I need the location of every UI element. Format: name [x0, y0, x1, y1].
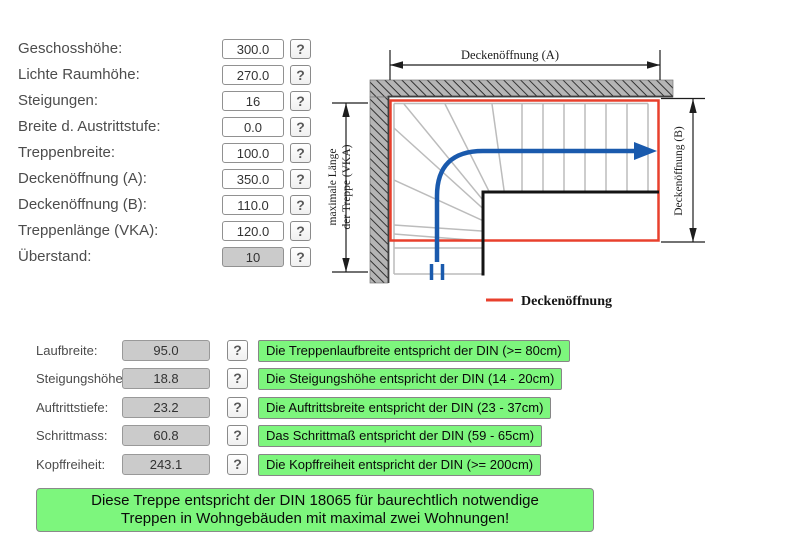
lichte-raumhoehe-input[interactable]: [222, 65, 284, 85]
deckenoeffnung-b-label: Deckenöffnung (B):: [18, 196, 147, 213]
stair-tread-lines: [521, 104, 628, 191]
kopffreiheit-label: Kopffreiheit:: [36, 457, 106, 472]
deckenoeffnung-a-label: Deckenöffnung (A):: [18, 170, 147, 187]
stair-edge-line: [481, 190, 659, 276]
form-row-treppenlaenge-vka: Treppenlänge (VKA): ?: [0, 221, 330, 241]
dimension-a: [389, 50, 661, 80]
laufbreite-status: Die Treppenlaufbreite entspricht der DIN…: [258, 340, 570, 362]
form-row-deckenoeffnung-b: Deckenöffnung (B): ?: [0, 195, 330, 215]
steigungshoehe-label: Steigungshöhe:: [36, 371, 127, 386]
treppenlaenge-vka-help-button[interactable]: ?: [290, 221, 311, 241]
breite-austrittstufe-label: Breite d. Austrittstufe:: [18, 118, 161, 135]
result-row-steigungshoehe: Steigungshöhe: ? Die Steigungshöhe entsp…: [0, 368, 806, 390]
geschosshoehe-label: Geschosshöhe:: [18, 40, 123, 57]
form-row-geschosshoehe: Geschosshöhe: ?: [0, 39, 330, 59]
geschosshoehe-input[interactable]: [222, 39, 284, 59]
form-row-breite-austrittstufe: Breite d. Austrittstufe: ?: [0, 117, 330, 137]
lichte-raumhoehe-label: Lichte Raumhöhe:: [18, 66, 140, 83]
geschosshoehe-help-button[interactable]: ?: [290, 39, 311, 59]
stair-outline: [393, 102, 649, 275]
steigungen-input[interactable]: [222, 91, 284, 111]
kopffreiheit-help-button[interactable]: ?: [227, 454, 248, 475]
dimension-vka-label-line2: der Treppe (VKA): [341, 144, 353, 229]
deckenoeffnung-a-help-button[interactable]: ?: [290, 169, 311, 189]
auftrittstiefe-label: Auftrittstiefe:: [36, 400, 109, 415]
ceiling-opening-rect: [389, 99, 660, 242]
auftrittstiefe-value: [122, 397, 210, 418]
lichte-raumhoehe-help-button[interactable]: ?: [290, 65, 311, 85]
legend-deckenoeffnung: Deckenöffnung: [486, 294, 612, 309]
auftrittstiefe-help-button[interactable]: ?: [227, 397, 248, 418]
treppenlaenge-vka-label: Treppenlänge (VKA):: [18, 222, 159, 239]
stair-plan-diagram: Deckenöffnung (A) maximale Länge der Tre…: [327, 48, 705, 309]
treppenbreite-help-button[interactable]: ?: [290, 143, 311, 163]
laufbreite-label: Laufbreite:: [36, 343, 98, 358]
winder-tread-lines: [394, 104, 511, 242]
form-row-steigungen: Steigungen: ?: [0, 91, 330, 111]
steigungshoehe-status: Die Steigungshöhe entspricht der DIN (14…: [258, 368, 563, 390]
form-row-lichte-raumhoehe: Lichte Raumhöhe: ?: [0, 65, 330, 85]
walk-line-arrow: [634, 142, 657, 160]
breite-austrittstufe-input[interactable]: [222, 117, 284, 137]
result-row-auftrittstiefe: Auftrittstiefe: ? Die Auftrittsbreite en…: [0, 397, 806, 419]
dimension-vka-label-line1: maximale Länge: [327, 149, 339, 226]
walk-line-start-ticks: [429, 264, 445, 280]
legend-label: Deckenöffnung: [521, 294, 612, 309]
steigungshoehe-value: [122, 368, 210, 389]
kopffreiheit-value: [122, 454, 210, 475]
ueberstand-input: [222, 247, 284, 267]
treppenlaenge-vka-input[interactable]: [222, 221, 284, 241]
treppenbreite-label: Treppenbreite:: [18, 144, 116, 161]
dimension-vka: [332, 102, 368, 273]
deckenoeffnung-b-help-button[interactable]: ?: [290, 195, 311, 215]
breite-austrittstufe-help-button[interactable]: ?: [290, 117, 311, 137]
din-summary-banner: Diese Treppe entspricht der DIN 18065 fü…: [36, 488, 594, 532]
form-row-treppenbreite: Treppenbreite: ?: [0, 143, 330, 163]
form-row-ueberstand: Überstand: ?: [0, 247, 330, 267]
deckenoeffnung-b-input[interactable]: [222, 195, 284, 215]
ueberstand-help-button[interactable]: ?: [290, 247, 311, 267]
dimension-a-label: Deckenöffnung (A): [461, 48, 559, 62]
treppenbreite-input[interactable]: [222, 143, 284, 163]
dimension-b: [661, 97, 705, 243]
kopffreiheit-status: Die Kopffreiheit entspricht der DIN (>= …: [258, 454, 542, 476]
steigungen-help-button[interactable]: ?: [290, 91, 311, 111]
schrittmass-help-button[interactable]: ?: [227, 425, 248, 446]
steigungshoehe-help-button[interactable]: ?: [227, 368, 248, 389]
dimension-b-label: Deckenöffnung (B): [673, 126, 685, 216]
auftrittstiefe-status: Die Auftrittsbreite entspricht der DIN (…: [258, 397, 552, 419]
din-summary-line1: Diese Treppe entspricht der DIN 18065 fü…: [91, 492, 539, 509]
schrittmass-status: Das Schrittmaß entspricht der DIN (59 - …: [258, 425, 543, 447]
result-row-laufbreite: Laufbreite: ? Die Treppenlaufbreite ents…: [0, 340, 806, 362]
ueberstand-label: Überstand:: [18, 248, 92, 265]
laufbreite-help-button[interactable]: ?: [227, 340, 248, 361]
result-row-kopffreiheit: Kopffreiheit: ? Die Kopffreiheit entspri…: [0, 454, 806, 476]
deckenoeffnung-a-input[interactable]: [222, 169, 284, 189]
result-row-schrittmass: Schrittmass: ? Das Schrittmaß entspricht…: [0, 425, 806, 447]
steigungen-label: Steigungen:: [18, 92, 99, 109]
wall-hatch: [369, 79, 674, 284]
laufbreite-value: [122, 340, 210, 361]
form-row-deckenoeffnung-a: Deckenöffnung (A): ?: [0, 169, 330, 189]
din-summary-line2: Treppen in Wohngebäuden mit maximal zwei…: [120, 510, 510, 527]
schrittmass-value: [122, 425, 210, 446]
schrittmass-label: Schrittmass:: [36, 428, 108, 443]
walk-line: [429, 142, 657, 280]
